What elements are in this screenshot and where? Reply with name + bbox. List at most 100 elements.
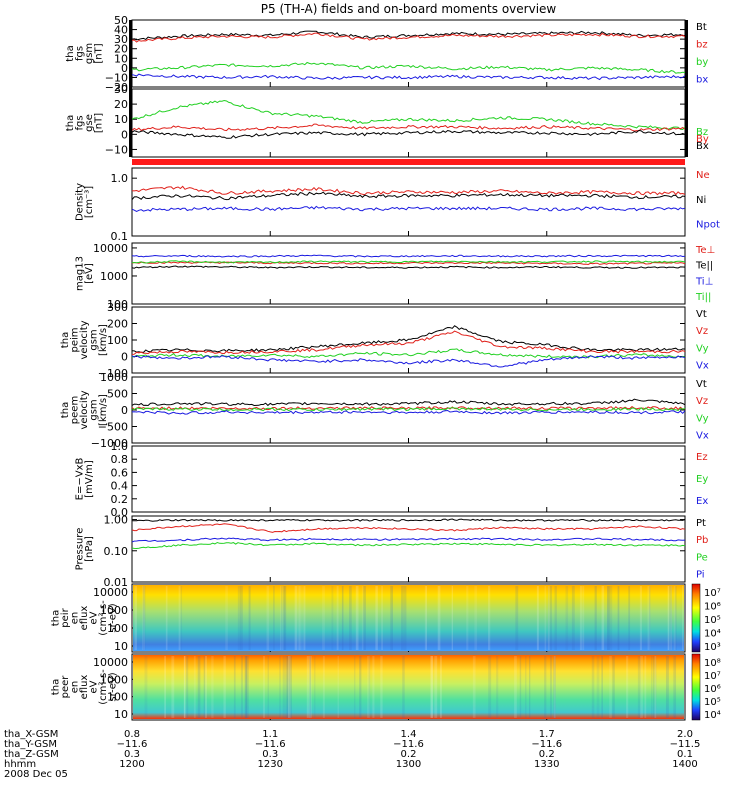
colorbar-tick-label: 10⁷	[704, 671, 721, 682]
panel-frame	[131, 242, 686, 305]
spectrogram-streak	[514, 656, 517, 718]
panel-side-bar	[685, 20, 688, 157]
spectrogram-streak	[165, 586, 168, 650]
spectrogram-streak	[180, 586, 183, 650]
y-axis-label-line: en	[70, 612, 81, 625]
spectrogram-streak	[285, 656, 288, 718]
series-line-Ti||	[132, 260, 686, 264]
y-axis-label-line: peir	[60, 607, 71, 627]
y-tick-label: 100	[107, 691, 128, 704]
legend-label: Vt	[696, 379, 707, 390]
spectrogram-streak	[672, 656, 675, 718]
spectrogram-streak	[434, 656, 438, 718]
spectrogram-streak	[591, 656, 595, 718]
spectrogram-streak	[164, 656, 167, 718]
spectrogram-streak	[308, 656, 312, 718]
spectrogram-streak	[359, 656, 362, 718]
y-tick-label: 20	[114, 43, 128, 56]
y-tick-label: −500	[98, 421, 128, 434]
spectrogram-streak	[654, 656, 657, 718]
spectrogram-streak	[626, 656, 629, 718]
spectrogram-streak	[280, 586, 282, 650]
x-axis-value: 1300	[396, 759, 421, 770]
y-tick-label: 10	[114, 640, 128, 653]
spectrogram-streak	[355, 586, 359, 650]
series-line-Bt	[131, 30, 686, 41]
series-line-Vx	[131, 409, 686, 415]
spectrogram-streak	[674, 656, 677, 718]
x-axis-row-label: tha_Z-GSM	[4, 749, 59, 760]
spectrogram-streak	[185, 656, 189, 718]
y-axis-label-line: fgs	[74, 46, 85, 61]
spectrogram-streak	[282, 656, 286, 718]
spectrogram-streak	[451, 586, 454, 650]
y-axis-label-line: E=−VxB	[74, 458, 85, 501]
spectrogram-streak	[337, 656, 339, 718]
x-axis-value: 0.2	[539, 749, 555, 760]
y-tick-label: 1.00	[104, 514, 129, 527]
x-axis-value: −11.6	[255, 739, 286, 750]
spectrogram-streak	[670, 586, 673, 650]
spectrogram-streak	[294, 586, 298, 650]
y-tick-label: 0.0	[111, 506, 129, 519]
spectrogram-streak	[401, 586, 404, 650]
colorbar-tick-label: 10³	[704, 642, 721, 653]
spectrogram-streak	[134, 586, 137, 650]
spectrogram-streak	[651, 656, 653, 718]
spectrogram-streak	[565, 586, 569, 650]
chart-title: P5 (TH-A) fields and on-board moments ov…	[261, 2, 557, 16]
spectrogram-streak	[474, 586, 478, 650]
y-tick-label: 30	[114, 83, 128, 96]
spectrogram-streak	[553, 656, 556, 718]
y-axis-label-line: velocity	[79, 320, 90, 359]
y-tick-label: 10000	[93, 242, 128, 255]
y-tick-label: −1000	[91, 437, 128, 450]
colorbar-tick-label: 10⁵	[704, 697, 721, 708]
spectrogram-streak	[579, 586, 583, 650]
spectrogram-streak	[203, 656, 206, 718]
legend-label: Vz	[696, 326, 708, 337]
x-axis-value: −11.5	[670, 739, 701, 750]
spectrogram-image	[133, 655, 684, 719]
legend-label: Ex	[696, 496, 708, 507]
spectrogram-streak	[609, 586, 613, 650]
y-tick-label: 0.10	[104, 545, 129, 558]
y-tick-label: 1000	[100, 604, 128, 617]
legend-label: Ti||	[695, 292, 711, 303]
y-axis-label-line: velocity	[79, 390, 90, 429]
y-axis-label-line: Pressure	[74, 528, 85, 571]
legend-label: Vx	[696, 360, 709, 371]
series-line-bx	[131, 73, 686, 81]
spectrogram-streak	[466, 586, 469, 650]
spectrogram-streak	[240, 656, 243, 718]
y-tick-label: 1.0	[111, 172, 129, 185]
series-line-Vt	[131, 398, 686, 407]
y-axis-label: Pressure[nPa]	[74, 528, 95, 571]
spectrogram-streak	[322, 586, 325, 650]
spectrogram-streak	[673, 586, 676, 650]
colorbar-tick-label: 10⁴	[704, 710, 721, 721]
y-tick-label: −20	[105, 81, 128, 94]
legend-label: Pt	[696, 518, 706, 529]
x-axis-value: 0.8	[124, 729, 140, 740]
spectrogram-streak	[548, 586, 550, 650]
x-axis-row-label: tha_Y-GSM	[4, 739, 57, 750]
spectrogram-streak	[262, 656, 266, 718]
y-tick-label: 500	[107, 388, 128, 401]
spectrogram-streak	[322, 656, 325, 718]
x-axis-value: 1.4	[401, 729, 417, 740]
spectrogram-streak	[601, 586, 605, 650]
spectrogram-streak	[403, 586, 407, 650]
spectrogram-streak	[289, 656, 292, 718]
y-axis-label-line: peer	[60, 675, 71, 699]
x-axis-value: 1.1	[262, 729, 278, 740]
y-axis-label-line: (cm²-s-	[98, 669, 109, 705]
colorbar-tick-label: 10⁷	[704, 588, 721, 599]
y-tick-label: 1000	[100, 270, 128, 283]
series-line-bz	[131, 32, 686, 43]
spectrogram-streak	[303, 586, 306, 650]
spectrogram-image	[133, 585, 684, 651]
series-line-Vt	[131, 325, 686, 353]
